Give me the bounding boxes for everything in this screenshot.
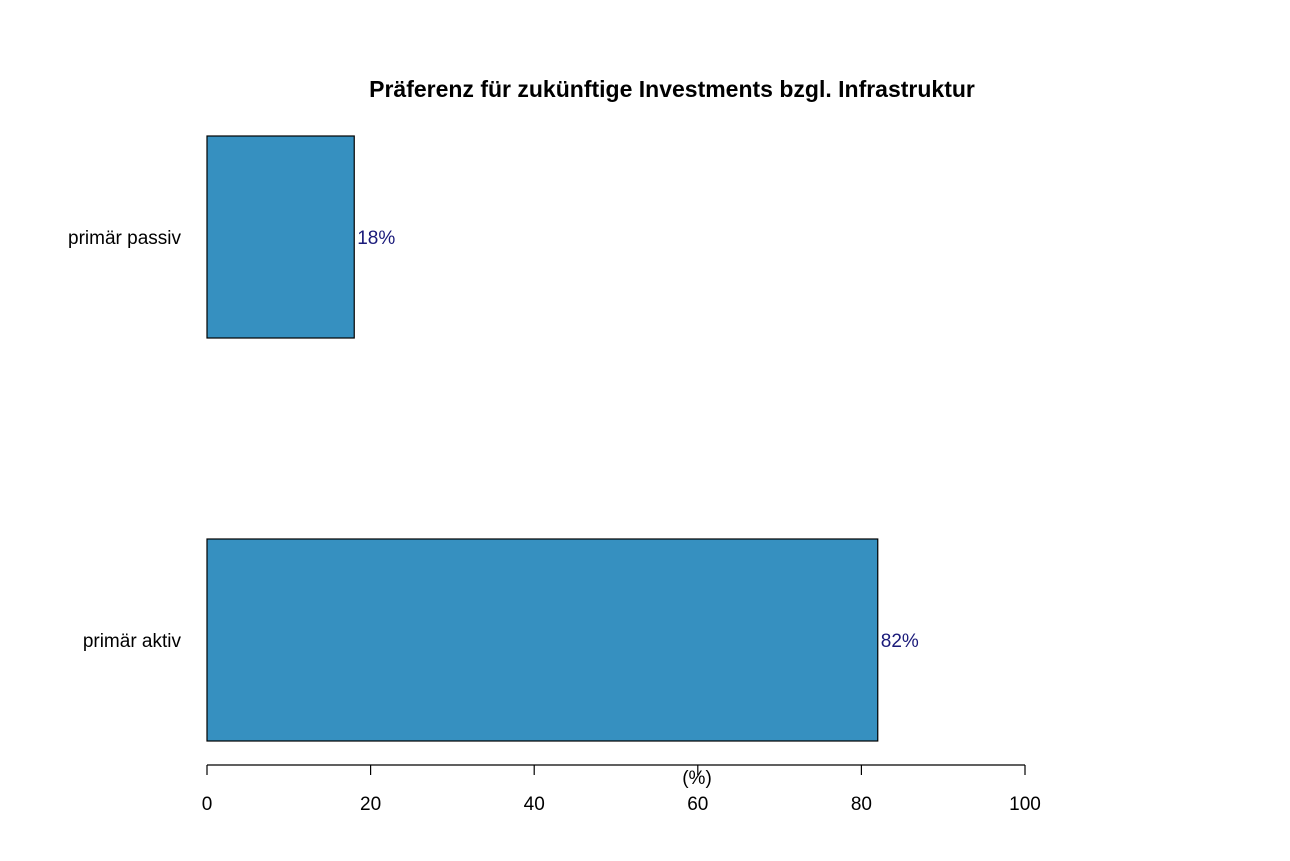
bars-group xyxy=(206,135,879,742)
category-label-primar-passiv: primär passiv xyxy=(68,228,181,249)
value-labels-group: 18% 82% xyxy=(357,228,919,652)
x-tick-label-0: 0 xyxy=(202,794,213,815)
x-tick-label-80: 80 xyxy=(851,794,872,815)
category-labels-group: primär passiv primär aktiv xyxy=(68,228,181,652)
x-tick-label-20: 20 xyxy=(360,794,381,815)
bar-primar-aktiv xyxy=(206,538,879,742)
x-tick-label-40: 40 xyxy=(524,794,545,815)
bar-primar-passiv xyxy=(206,135,355,339)
x-tick-label-60: 60 xyxy=(687,794,708,815)
x-tick-label-100: 100 xyxy=(1009,794,1041,815)
x-axis-label: (%) xyxy=(682,768,712,789)
value-label-primar-aktiv: 82% xyxy=(881,631,919,652)
chart-title: Präferenz für zukünftige Investments bzg… xyxy=(369,76,975,102)
category-label-primar-aktiv: primär aktiv xyxy=(83,631,182,652)
x-axis: 0 20 40 60 80 100 xyxy=(202,764,1041,815)
value-label-primar-passiv: 18% xyxy=(357,228,395,249)
